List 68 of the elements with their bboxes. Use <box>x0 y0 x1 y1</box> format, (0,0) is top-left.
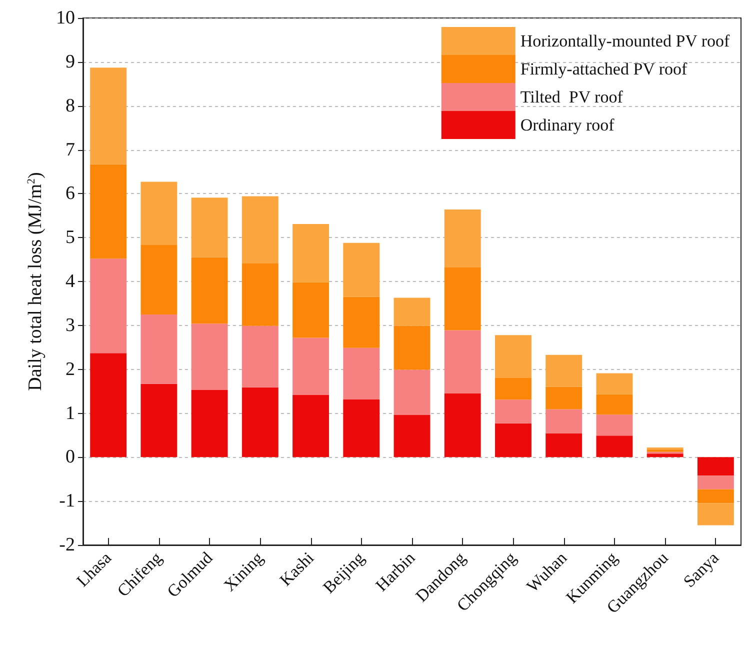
bar <box>495 400 532 424</box>
bar <box>292 394 329 458</box>
bar <box>546 354 582 387</box>
bar <box>596 394 633 415</box>
bar <box>191 324 228 390</box>
bar <box>242 387 278 458</box>
bar <box>140 314 178 384</box>
legend-label: Horizontally-mounted PV roof <box>520 32 730 50</box>
bar <box>90 258 127 354</box>
bar <box>697 476 734 490</box>
bar <box>394 370 430 416</box>
y-tick-label: 2 <box>66 358 75 380</box>
bar <box>546 409 582 434</box>
bar <box>242 326 278 388</box>
bar <box>697 489 734 504</box>
bar <box>444 330 481 394</box>
bar <box>444 209 481 268</box>
bar <box>697 457 734 476</box>
bar <box>343 399 380 458</box>
y-tick-label: 7 <box>66 139 75 160</box>
bar <box>191 198 228 258</box>
bar <box>444 393 481 458</box>
legend-label: Firmly-attached PV roof <box>520 60 688 78</box>
y-tick-label: 8 <box>66 95 75 116</box>
y-tick-label: 0 <box>66 446 75 468</box>
y-tick-label: 9 <box>66 51 75 72</box>
bar <box>140 245 178 314</box>
bar <box>394 415 430 458</box>
bar <box>292 338 329 395</box>
y-tick-label: -2 <box>59 534 75 556</box>
bar <box>495 335 532 378</box>
bar <box>90 353 127 458</box>
bar <box>90 164 127 259</box>
bar <box>646 449 684 452</box>
bar <box>292 282 329 338</box>
y-tick-label: 3 <box>66 314 75 336</box>
bar <box>596 373 633 394</box>
y-tick-label: 10 <box>56 8 75 28</box>
legend-label: Ordinary roof <box>520 116 615 134</box>
y-tick-label: 1 <box>66 402 75 424</box>
bar <box>646 454 684 458</box>
y-tick-label: -1 <box>59 490 75 512</box>
bar <box>140 384 178 458</box>
bar <box>596 436 633 458</box>
bar <box>90 68 127 164</box>
bar <box>596 414 633 436</box>
bar <box>343 348 380 400</box>
bar <box>191 390 228 458</box>
y-tick-label: 6 <box>66 183 75 204</box>
bar <box>242 263 278 326</box>
y-tick-label: 4 <box>66 271 76 292</box>
bar <box>140 182 178 246</box>
bar <box>546 433 582 458</box>
bar <box>242 196 278 264</box>
bar <box>343 296 380 348</box>
bar <box>546 386 582 410</box>
bar <box>444 267 481 330</box>
bar <box>191 257 228 324</box>
bar <box>292 224 329 282</box>
bar <box>495 378 532 400</box>
bar <box>697 503 734 526</box>
bar <box>343 242 380 297</box>
bar <box>495 423 532 458</box>
bar <box>394 298 430 326</box>
bar <box>394 326 430 370</box>
legend-label: Tilted PV roof <box>520 88 624 106</box>
y-axis-title: Daily total heat loss (MJ/m2) <box>25 172 46 391</box>
y-tick-label: 5 <box>66 227 75 248</box>
